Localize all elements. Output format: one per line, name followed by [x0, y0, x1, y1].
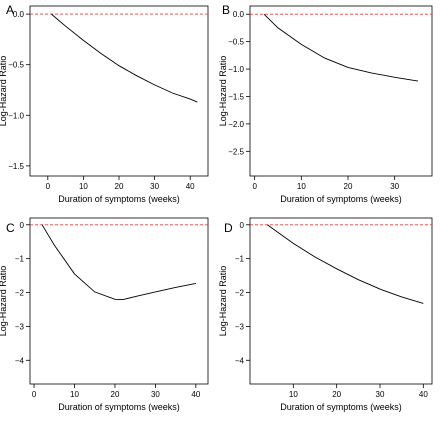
panel-c-x-tick-label: 10	[70, 390, 79, 399]
panel-c-y-tick-label: −1	[15, 255, 25, 264]
panel-d-x-axis-label: Duration of symptoms (weeks)	[280, 402, 402, 412]
panel-c-hazard-curve	[41, 224, 196, 301]
panel-c-x-tick-label: 20	[111, 390, 120, 399]
panel-d-hazard-curve	[267, 224, 424, 304]
panel-a-x-tick-label: 40	[186, 182, 195, 191]
panel-b-hazard-curve	[263, 13, 419, 82]
panel-b-y-tick-label: −1.5	[228, 92, 244, 101]
panel-b-y-tick-label: −2.0	[228, 120, 244, 129]
panel-b-x-tick-label: 10	[297, 182, 306, 191]
panel-b-group: B 0 10 20 30 0.0 −0.5 −1.0 −1.5 −2.0 −2.5 Duration …	[218, 3, 433, 204]
panel-d-frame	[249, 217, 433, 385]
panel-d-x-tick-label: 30	[376, 390, 385, 399]
panel-b-y-tick-label: −2.5	[228, 147, 244, 156]
panel-a-y-tick-label: −1.0	[8, 111, 24, 120]
panel-a-x-tick-label: 30	[150, 182, 159, 191]
panel-a-x-tick-label: 20	[115, 182, 124, 191]
panel-b-x-tick-label: 30	[390, 182, 399, 191]
panel-a-group: A 0 10 20 30 40 0.0 −0.5 −1.0 −1.5 Duration of sym…	[0, 3, 209, 204]
panel-c-frame	[29, 217, 209, 385]
panel-d-x-tick-label: 10	[289, 390, 298, 399]
panel-c-y-tick-label: −4	[15, 356, 25, 365]
panel-a-x-tick-label: 10	[79, 182, 88, 191]
panel-a-y-tick-label: −1.5	[8, 162, 24, 171]
panel-d-y-tick-label: −4	[235, 356, 245, 365]
panel-d-letter: D	[224, 221, 233, 235]
panel-c-x-axis-label: Duration of symptoms (weeks)	[58, 402, 180, 412]
panel-d-x-tick-label: 20	[332, 390, 341, 399]
panel-b-x-tick-label: 0	[252, 182, 257, 191]
panel-b-y-tick-label: −0.5	[228, 38, 244, 47]
panel-d-y-tick-label: −3	[235, 322, 245, 331]
panel-a-y-axis-label: Log-Hazard Ratio	[0, 56, 8, 127]
panel-c-y-tick-label: −3	[15, 322, 25, 331]
panel-b-letter: B	[222, 3, 230, 17]
panel-d-x-tick-label: 40	[419, 390, 428, 399]
panel-d-group: D 10 20 30 40 0 −1 −2 −3 −4 Duration of symptoms (…	[218, 217, 433, 412]
panel-d-y-tick-label: 0	[240, 221, 245, 230]
panel-d-y-axis-label: Log-Hazard Ratio	[218, 266, 228, 337]
panel-c-letter: C	[6, 221, 15, 235]
panel-b-y-axis-label: Log-Hazard Ratio	[218, 56, 228, 127]
panel-a-y-tick-label: −0.5	[8, 61, 24, 70]
panel-c-y-axis-label: Log-Hazard Ratio	[0, 266, 8, 337]
panel-a-x-tick-label: 0	[46, 182, 51, 191]
panel-b-frame	[249, 5, 433, 177]
panel-a-hazard-curve	[51, 13, 198, 103]
panel-a-letter: A	[6, 3, 14, 17]
panel-a-frame	[29, 5, 209, 177]
panel-b-y-tick-label: −1.0	[228, 65, 244, 74]
panel-c-x-tick-label: 0	[32, 390, 37, 399]
panel-b-x-axis-label: Duration of symptoms (weeks)	[280, 194, 402, 204]
panel-c-y-tick-label: 0	[20, 221, 25, 230]
panel-a-x-axis-label: Duration of symptoms (weeks)	[58, 194, 180, 204]
panel-b-y-tick-label: 0.0	[233, 10, 245, 19]
panel-c-x-tick-label: 30	[151, 390, 160, 399]
panel-c-x-tick-label: 40	[191, 390, 200, 399]
panel-d-y-tick-label: −2	[235, 289, 245, 298]
panel-d-y-tick-label: −1	[235, 255, 245, 264]
panel-a-y-tick-label: 0.0	[13, 10, 25, 19]
panel-c-y-tick-label: −2	[15, 289, 25, 298]
panel-b-x-tick-label: 20	[344, 182, 353, 191]
